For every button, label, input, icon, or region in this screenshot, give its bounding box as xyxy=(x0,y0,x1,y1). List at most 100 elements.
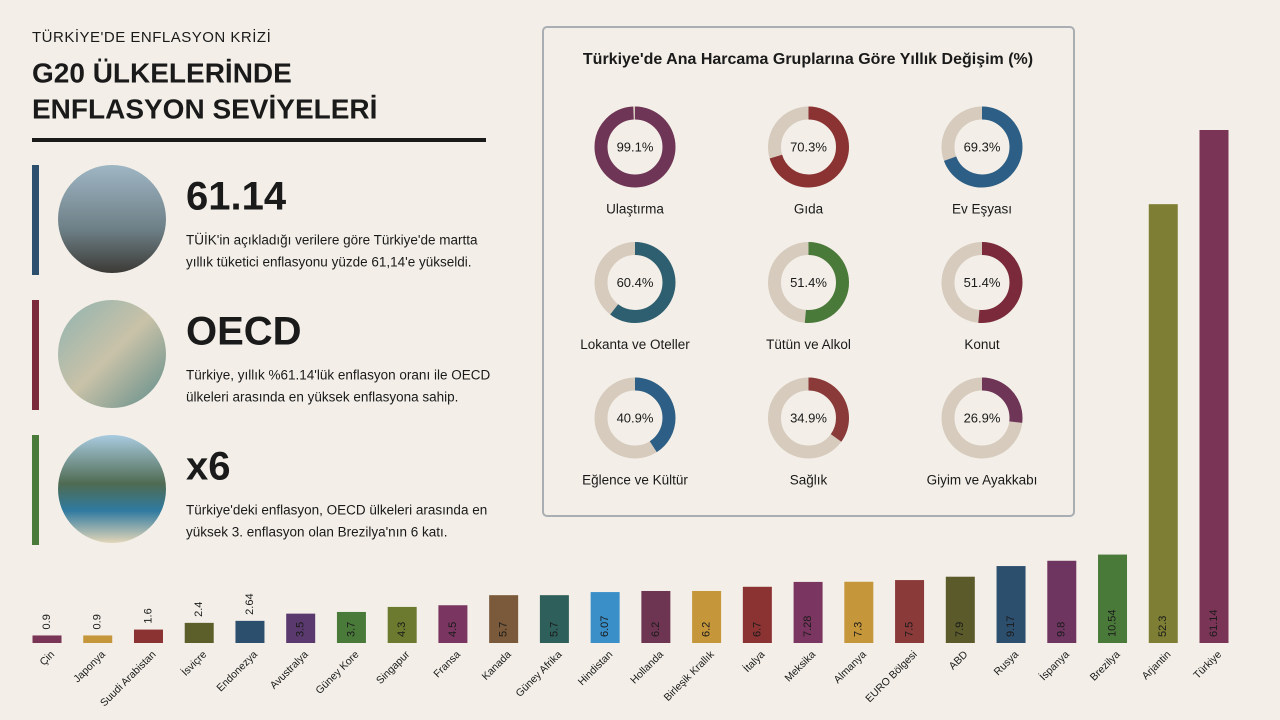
donut-label: Giyim ve Ayakkabı xyxy=(927,473,1038,488)
highlight-text: ülkeleri arasında en yüksek enflasyona s… xyxy=(186,390,458,405)
category-label: Endonezya xyxy=(214,648,260,694)
bar xyxy=(1148,204,1178,643)
category-label: EURO Bölgesi xyxy=(863,649,919,705)
donut-value: 70.3% xyxy=(790,139,827,154)
highlight-heading: 61.14 xyxy=(186,175,287,219)
value-label: 4.5 xyxy=(447,622,459,637)
donut-arc xyxy=(941,242,1023,323)
bar xyxy=(489,595,519,643)
donut-arc xyxy=(768,242,849,323)
highlight-heading: x6 xyxy=(186,445,231,489)
category-label: İspanya xyxy=(1037,648,1072,683)
donut-label: Tütün ve Alkol xyxy=(766,337,851,352)
donut-value: 69.3% xyxy=(964,139,1001,154)
value-label: 61.14 xyxy=(1208,609,1220,637)
bar xyxy=(286,613,316,643)
bar xyxy=(1199,130,1229,643)
donut-arc xyxy=(594,242,676,323)
donut-value: 51.4% xyxy=(790,275,827,290)
value-label: 4.3 xyxy=(396,622,408,637)
bar xyxy=(184,622,214,643)
donut-value: 26.9% xyxy=(964,410,1001,425)
category-label: İsviçre xyxy=(179,648,210,679)
donut-arc xyxy=(594,377,676,459)
bar xyxy=(590,592,620,643)
photo xyxy=(58,435,166,543)
value-label: 6.07 xyxy=(599,616,611,637)
value-label: 6.7 xyxy=(751,622,763,637)
donut-arc xyxy=(768,106,849,188)
category-label: Güney Afrika xyxy=(513,648,564,699)
highlight-text: Türkiye'deki enflasyon, OECD ülkeleri ar… xyxy=(186,503,487,518)
value-label: 7.5 xyxy=(903,622,915,637)
bar xyxy=(133,629,163,643)
bar xyxy=(844,581,874,643)
donut-value: 60.4% xyxy=(617,275,654,290)
donut-label: Lokanta ve Oteller xyxy=(580,337,690,352)
panel-title: Türkiye'de Ana Harcama Gruplarına Göre Y… xyxy=(583,51,1033,68)
donut-value: 40.9% xyxy=(617,410,654,425)
value-label: 7.28 xyxy=(802,616,814,637)
category-label: Arjantin xyxy=(1140,648,1174,682)
title-line: G20 ÜLKELERİNDE xyxy=(32,57,292,88)
donut-arc xyxy=(941,106,1023,188)
bar xyxy=(336,611,366,643)
donut-label: Sağlık xyxy=(790,473,828,488)
value-label: 2.4 xyxy=(193,602,205,617)
category-label: Güney Kore xyxy=(313,648,361,696)
highlight-text: yıllık tüketici enflasyonu yüzde 61,14'e… xyxy=(186,255,471,270)
donut-label: Ev Eşyası xyxy=(952,202,1012,217)
category-label: Singapur xyxy=(374,648,413,687)
value-label: 2.64 xyxy=(244,593,256,614)
category-label: Rusya xyxy=(992,648,1022,678)
value-label: 1.6 xyxy=(142,608,154,623)
photo xyxy=(58,300,166,408)
bar xyxy=(539,595,569,643)
kicker: TÜRKİYE'DE ENFLASYON KRİZİ xyxy=(32,28,271,46)
bar xyxy=(1098,554,1128,643)
value-label: 9.8 xyxy=(1056,622,1068,637)
value-label: 0.9 xyxy=(92,614,104,629)
highlight-text: TÜİK'in açıkladığı verilere göre Türkiye… xyxy=(186,233,478,248)
accent-bar xyxy=(32,435,39,545)
bar xyxy=(692,590,722,643)
photo xyxy=(58,165,166,273)
donut-value: 51.4% xyxy=(964,275,1001,290)
category-label: İtalya xyxy=(740,648,767,675)
donut-label: Eğlence ve Kültür xyxy=(582,473,688,488)
accent-bar xyxy=(32,300,39,410)
category-label: Meksika xyxy=(782,648,818,684)
panel-frame xyxy=(542,26,1075,517)
category-label: Hollanda xyxy=(628,648,666,686)
bar xyxy=(32,635,62,643)
bar xyxy=(83,635,113,643)
highlight-text: yüksek 3. enflasyon olan Brezilya'nın 6 … xyxy=(186,525,447,540)
value-label: 7.3 xyxy=(853,622,865,637)
value-label: 9.17 xyxy=(1005,616,1017,637)
category-label: Kanada xyxy=(480,648,514,682)
category-label: Japonya xyxy=(71,648,108,685)
donut-arc xyxy=(941,377,1023,459)
value-label: 5.7 xyxy=(548,622,560,637)
bar xyxy=(895,580,925,643)
title-line: ENFLASYON SEVİYELERİ xyxy=(32,93,377,124)
category-label: ABD xyxy=(947,648,971,672)
donut-label: Ulaştırma xyxy=(606,202,664,217)
category-label: Brezilya xyxy=(1088,648,1123,683)
bar xyxy=(438,605,468,643)
value-label: 6.2 xyxy=(650,622,662,637)
bar xyxy=(742,586,772,643)
highlight-heading: OECD xyxy=(186,310,302,354)
category-label: Hindistan xyxy=(576,648,616,688)
bar xyxy=(387,606,417,643)
donut-arc xyxy=(768,377,849,459)
bar xyxy=(945,576,975,643)
value-label: 0.9 xyxy=(41,614,53,629)
bar xyxy=(996,566,1026,643)
title-rule xyxy=(32,138,486,142)
donut-label: Gıda xyxy=(794,202,824,217)
value-label: 52.3 xyxy=(1157,616,1169,637)
donut-arc xyxy=(594,106,676,188)
